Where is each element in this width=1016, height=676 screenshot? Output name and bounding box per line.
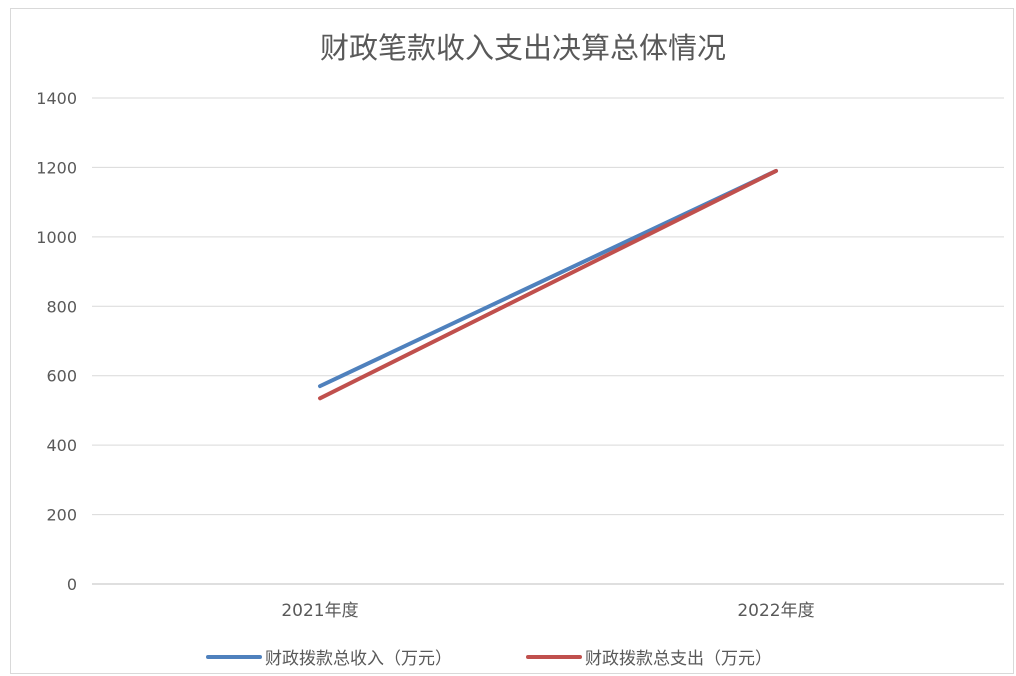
- y-axis-ticks: 0 200 400 600 800 1000 1200 1400: [36, 89, 77, 594]
- legend: 财政拨款总收入（万元） 财政拨款总支出（万元）: [206, 649, 772, 669]
- y-tick-label: 800: [46, 297, 77, 316]
- y-tick-label: 600: [46, 367, 77, 386]
- y-tick-label: 400: [46, 436, 77, 455]
- series-line-1: [318, 168, 778, 401]
- x-axis-ticks: 2021年度 2022年度: [281, 601, 814, 621]
- legend-label: 财政拨款总支出（万元）: [585, 649, 772, 669]
- x-tick-label: 2021年度: [281, 601, 358, 621]
- y-tick-label: 1000: [36, 228, 77, 247]
- y-tick-label: 200: [46, 506, 77, 525]
- series-lines: [318, 168, 778, 401]
- gridlines: [92, 97, 1004, 585]
- legend-label: 财政拨款总收入（万元）: [265, 649, 452, 669]
- chart-title: 财政笔款收入支出决算总体情况: [320, 31, 726, 65]
- chart-frame: [10, 8, 1014, 674]
- x-tick-label: 2022年度: [737, 601, 814, 621]
- y-tick-label: 0: [67, 575, 77, 594]
- y-tick-label: 1400: [36, 89, 77, 108]
- y-tick-label: 1200: [36, 158, 77, 177]
